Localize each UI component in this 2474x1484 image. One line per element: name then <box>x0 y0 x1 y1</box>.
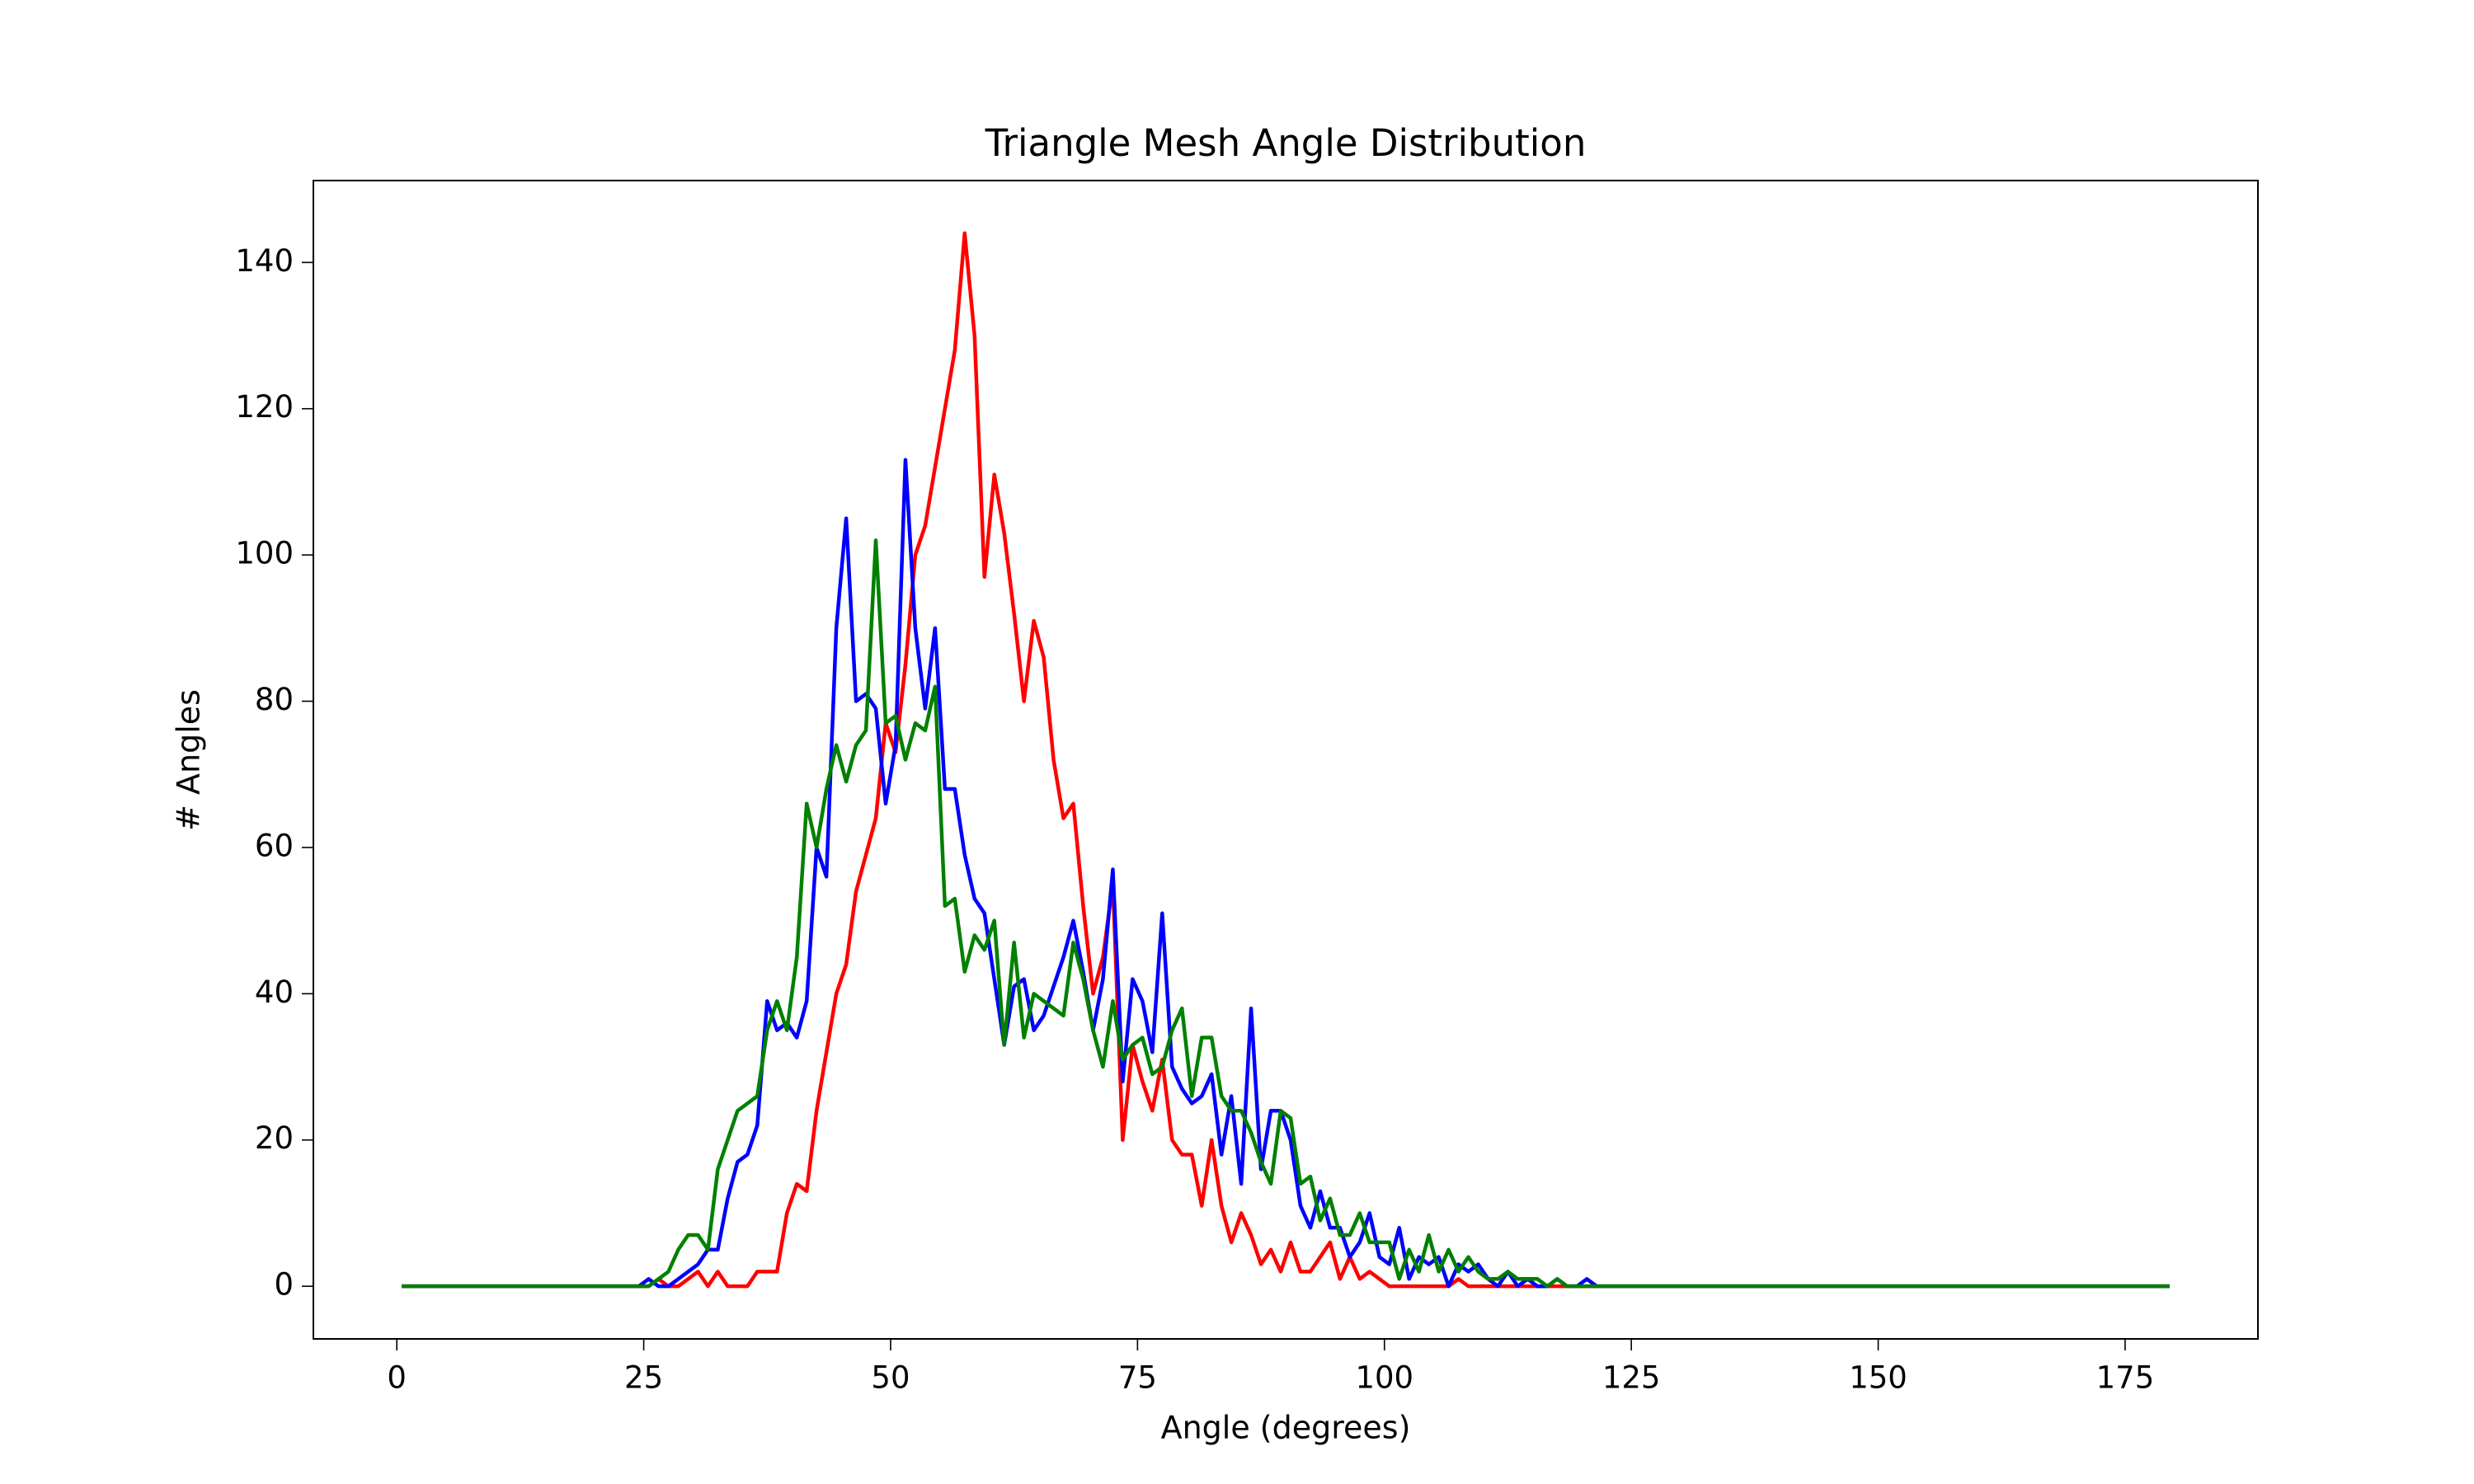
y-tick-label: 0 <box>274 1267 294 1303</box>
x-tick-label: 175 <box>2096 1360 2155 1396</box>
y-tick-label: 140 <box>235 243 294 279</box>
x-tick-label: 100 <box>1355 1360 1413 1396</box>
plot-frame <box>313 180 2259 1340</box>
y-tick-label: 100 <box>235 536 294 571</box>
x-tick-label: 75 <box>1118 1360 1157 1396</box>
x-tick-label: 0 <box>387 1360 407 1396</box>
x-axis-label: Angle (degrees) <box>1161 1410 1411 1446</box>
y-tick-label: 20 <box>255 1120 294 1156</box>
y-tick-label: 40 <box>255 974 294 1010</box>
y-tick-label: 60 <box>255 828 294 863</box>
x-tick-label: 150 <box>1849 1360 1907 1396</box>
data-line <box>402 458 2170 1289</box>
chart-title: Triangle Mesh Angle Distribution <box>985 121 1587 165</box>
y-axis-label: # Angles <box>171 689 207 831</box>
data-line <box>402 538 2170 1289</box>
y-tick-label: 80 <box>255 682 294 717</box>
x-tick-label: 25 <box>624 1360 663 1396</box>
x-tick-label: 125 <box>1602 1360 1661 1396</box>
y-tick-label: 120 <box>235 389 294 425</box>
x-tick-label: 50 <box>871 1360 910 1396</box>
